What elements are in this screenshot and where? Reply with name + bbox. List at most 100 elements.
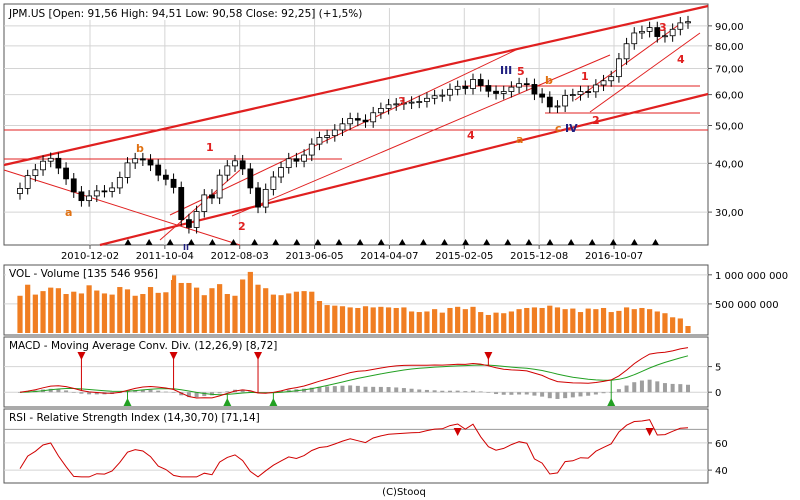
rsi-sell-marker — [453, 428, 462, 436]
date-marker-triangle — [588, 239, 596, 245]
rsi-line — [19, 419, 689, 478]
macd-y-tick-label: 0 — [715, 388, 721, 399]
volume-bar — [385, 307, 392, 333]
volume-bar — [631, 309, 637, 333]
candle-body — [539, 93, 546, 98]
candle-body — [285, 158, 292, 169]
macd-histogram-bar — [279, 390, 284, 393]
wave-label: IV — [565, 122, 578, 135]
volume-bar — [393, 307, 399, 333]
macd-line — [19, 347, 689, 399]
candle-body — [408, 101, 415, 104]
recent-channel-lower — [589, 32, 701, 113]
candle-body — [70, 178, 77, 193]
volume-bar — [362, 306, 369, 333]
candle-body — [615, 58, 622, 78]
volume-bar — [470, 306, 476, 333]
lower-channel-line — [99, 92, 709, 247]
candle-body — [155, 164, 162, 176]
price-y-tick-label: 40,00 — [715, 159, 744, 170]
price-x-tick-label: 2011-10-04 — [136, 251, 194, 262]
macd-histogram-bar — [317, 386, 322, 393]
volume-bar — [32, 294, 38, 333]
volume-bar — [623, 307, 630, 333]
volume-bar — [124, 289, 131, 333]
macd-histogram-bar — [639, 380, 644, 393]
candle-body — [654, 27, 661, 37]
volume-bar — [278, 295, 284, 333]
candle-body — [24, 175, 31, 189]
volume-bar — [293, 291, 300, 333]
candle-body — [562, 95, 569, 107]
volume-bar — [670, 317, 676, 333]
volume-bar — [347, 307, 353, 333]
volume-bar — [270, 294, 276, 333]
macd-histogram-bar — [578, 392, 583, 397]
macd-histogram-bar — [179, 392, 184, 396]
price-x-axis: 2010-12-02 2011-10-04 2012-08-03 2013-06-05… — [61, 245, 643, 262]
macd-histogram-bar — [309, 387, 314, 393]
wave-label: b — [545, 74, 553, 87]
candle-body — [47, 157, 54, 162]
date-marker-triangle — [525, 239, 533, 245]
date-marker-triangle — [145, 239, 153, 245]
volume-panel: 500 000 000 1 000 000 000 VOL - Volume [1… — [3, 264, 788, 336]
macd-histogram-bar — [670, 383, 675, 393]
date-marker-triangle — [356, 239, 364, 245]
volume-bar — [163, 292, 169, 333]
macd-histogram-bar — [409, 388, 414, 393]
macd-panel: 05 MACD - Moving Average Conv. Div. (12,… — [3, 336, 721, 408]
volume-bar — [401, 307, 407, 333]
macd-sell-marker — [484, 352, 493, 360]
candle-body — [347, 118, 354, 125]
candle-body — [493, 90, 499, 94]
candle-body — [662, 35, 668, 38]
macd-histogram-bar — [517, 392, 522, 395]
macd-buy-marker — [269, 398, 278, 406]
candle-body — [162, 174, 169, 180]
candle-body — [377, 108, 384, 114]
candle-body — [477, 79, 484, 86]
wave-label: 2 — [592, 114, 600, 127]
volume-bar — [570, 308, 576, 333]
candle-body — [239, 160, 246, 170]
macd-signal-line — [19, 355, 689, 396]
candle-body — [462, 85, 469, 89]
candle-body — [608, 76, 615, 82]
date-marker-triangle — [293, 239, 301, 245]
volume-bar — [677, 318, 683, 333]
candle-body — [209, 194, 215, 199]
candle-body — [370, 112, 377, 123]
volume-bar — [424, 311, 430, 333]
candle-body — [270, 176, 277, 190]
macd-histogram-bar — [532, 392, 537, 396]
macd-histogram-bar — [501, 392, 506, 395]
price-y-tick-label: 60,00 — [715, 91, 744, 102]
macd-histogram-bar — [71, 392, 76, 393]
volume-bar — [247, 271, 253, 333]
rsi-y-tick-label: 60 — [715, 439, 728, 450]
candle-body — [500, 91, 507, 94]
candle-body — [301, 154, 307, 162]
macd-histogram-bar — [455, 390, 460, 393]
macd-histogram-bar — [56, 389, 61, 393]
candle-body — [669, 28, 676, 37]
candle-body — [569, 94, 576, 96]
macd-histogram-bar — [156, 390, 161, 393]
macd-histogram-bar — [655, 381, 660, 393]
volume-bar — [539, 307, 545, 333]
candle-body — [101, 190, 108, 193]
falling-line-b — [159, 169, 241, 241]
macd-sell-marker — [77, 352, 86, 360]
macd-histogram-bar — [87, 392, 92, 395]
candle-body — [354, 118, 361, 121]
date-marker-triangle — [462, 239, 470, 245]
date-marker-triangle — [546, 239, 554, 245]
candle-body — [86, 195, 93, 202]
macd-signal-markers — [77, 352, 616, 406]
candle-body — [293, 158, 300, 162]
macd-histogram-bar — [148, 389, 153, 393]
candle-body — [316, 137, 323, 145]
volume-bar — [662, 313, 668, 333]
